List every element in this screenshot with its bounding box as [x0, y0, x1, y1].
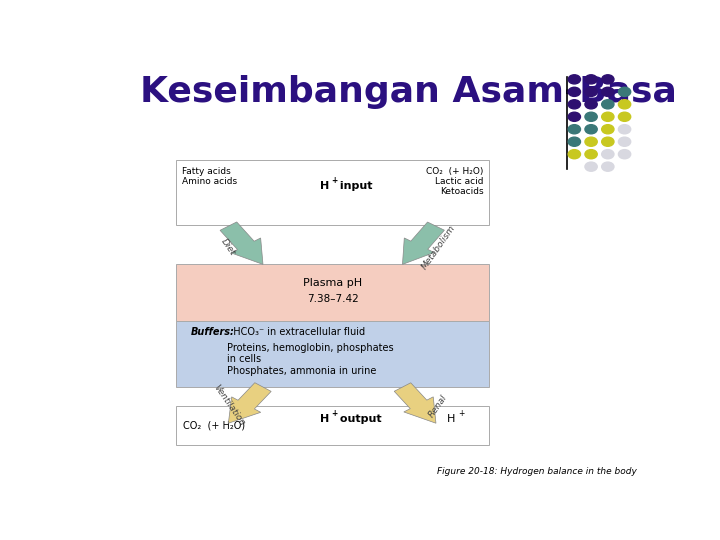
Polygon shape — [395, 383, 436, 423]
Text: HCO₃⁻ in extracellular fluid: HCO₃⁻ in extracellular fluid — [227, 327, 365, 337]
Text: Diet: Diet — [220, 237, 238, 257]
Circle shape — [618, 137, 631, 146]
Text: Plasma pH: Plasma pH — [303, 278, 362, 288]
Text: CO₂  (+ H₂O): CO₂ (+ H₂O) — [183, 421, 246, 430]
Circle shape — [585, 100, 597, 109]
Text: output: output — [336, 414, 382, 424]
Circle shape — [585, 75, 597, 84]
Circle shape — [602, 112, 614, 122]
Polygon shape — [220, 222, 263, 265]
Circle shape — [618, 112, 631, 122]
Circle shape — [602, 162, 614, 171]
Circle shape — [585, 112, 597, 122]
Text: H: H — [447, 414, 456, 424]
Circle shape — [618, 100, 631, 109]
Text: Proteins, hemoglobin, phosphates
in cells
Phosphates, ammonia in urine: Proteins, hemoglobin, phosphates in cell… — [227, 342, 393, 376]
Circle shape — [618, 150, 631, 159]
FancyBboxPatch shape — [176, 160, 489, 225]
Circle shape — [568, 137, 580, 146]
Text: +: + — [331, 176, 338, 185]
Text: H: H — [320, 180, 330, 191]
Text: Ventilation: Ventilation — [212, 383, 247, 428]
Polygon shape — [228, 383, 271, 423]
Text: 7.38–7.42: 7.38–7.42 — [307, 294, 359, 303]
Circle shape — [602, 137, 614, 146]
Text: Figure 20-18: Hydrogen balance in the body: Figure 20-18: Hydrogen balance in the bo… — [437, 468, 637, 476]
Circle shape — [585, 137, 597, 146]
Circle shape — [585, 150, 597, 159]
Text: +: + — [458, 409, 464, 418]
Circle shape — [618, 87, 631, 97]
Text: Renal: Renal — [427, 393, 449, 419]
Text: CO₂  (+ H₂O)
Lactic acid
Ketoacids: CO₂ (+ H₂O) Lactic acid Ketoacids — [426, 167, 483, 197]
Text: H: H — [320, 414, 330, 424]
Circle shape — [568, 100, 580, 109]
Polygon shape — [402, 222, 444, 265]
Circle shape — [568, 150, 580, 159]
Text: Keseimbangan Asam-Basa: Keseimbangan Asam-Basa — [140, 75, 677, 109]
Text: Metabolism: Metabolism — [420, 223, 457, 271]
Text: +: + — [331, 409, 338, 418]
FancyBboxPatch shape — [176, 265, 489, 321]
Circle shape — [602, 87, 614, 97]
Circle shape — [568, 75, 580, 84]
FancyBboxPatch shape — [176, 321, 489, 387]
Circle shape — [568, 125, 580, 134]
Circle shape — [602, 150, 614, 159]
Circle shape — [602, 100, 614, 109]
Circle shape — [585, 87, 597, 97]
Circle shape — [585, 125, 597, 134]
Text: Fatty acids
Amino acids: Fatty acids Amino acids — [182, 167, 237, 186]
FancyBboxPatch shape — [176, 406, 489, 446]
Circle shape — [602, 125, 614, 134]
Circle shape — [585, 162, 597, 171]
Text: input: input — [336, 180, 372, 191]
Circle shape — [618, 125, 631, 134]
Circle shape — [568, 112, 580, 122]
Circle shape — [568, 87, 580, 97]
Circle shape — [602, 75, 614, 84]
Text: Buffers:: Buffers: — [190, 327, 234, 337]
